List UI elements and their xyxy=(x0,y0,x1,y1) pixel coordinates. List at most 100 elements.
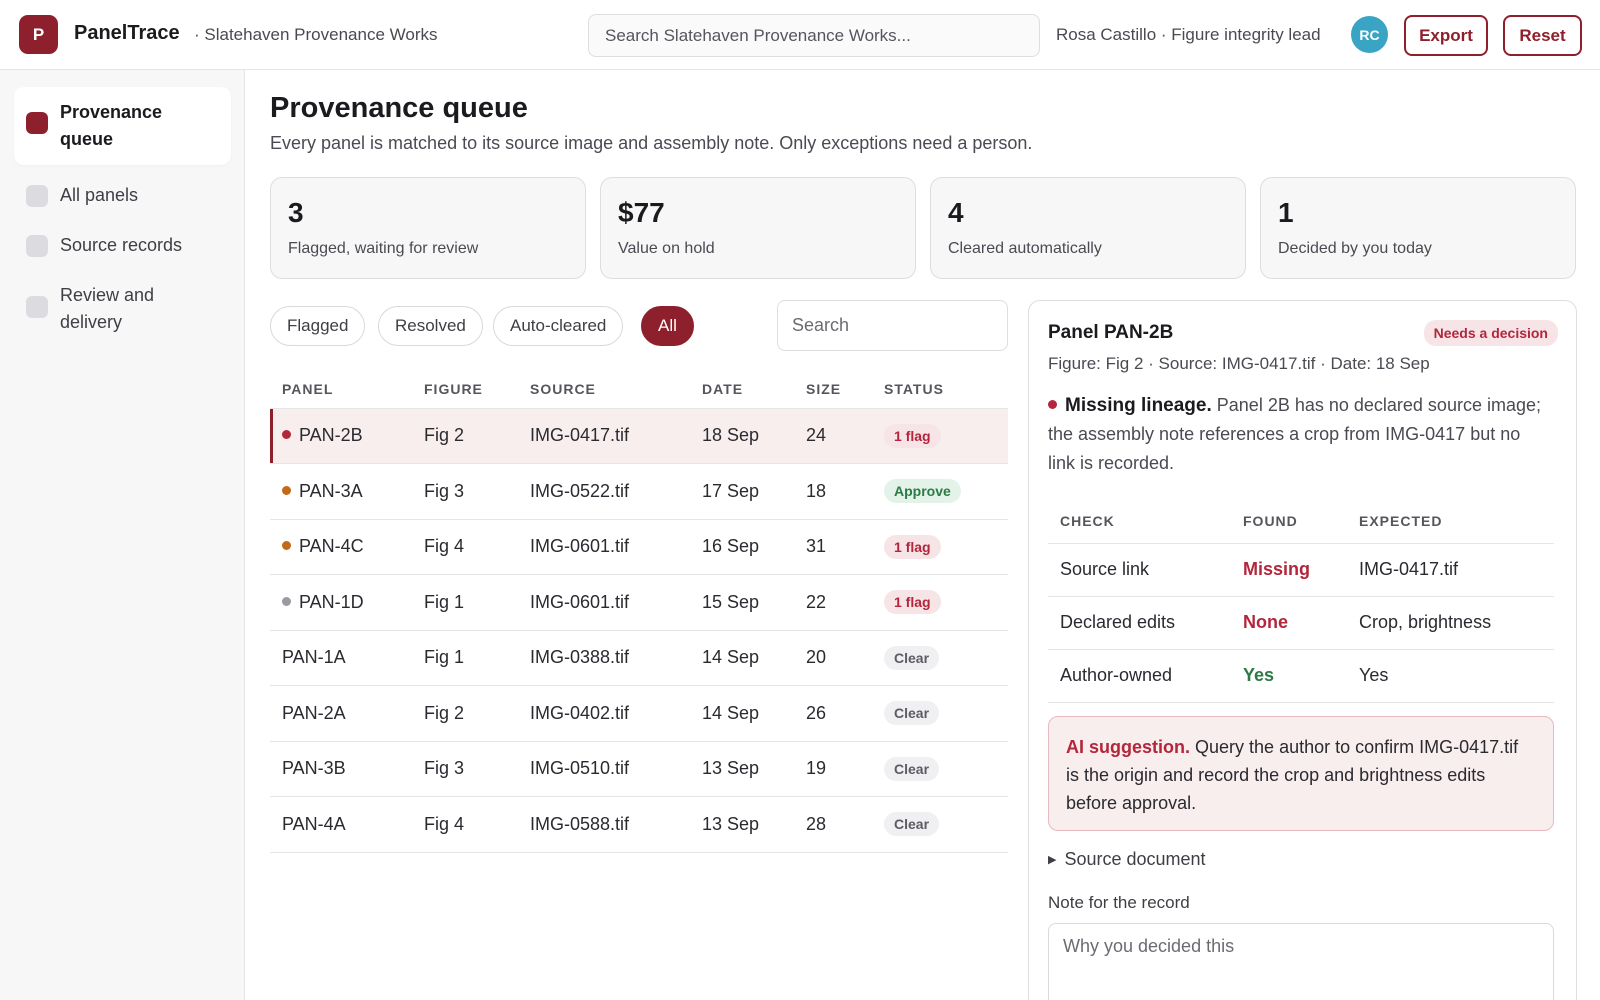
date-cell: 17 Sep xyxy=(690,463,794,520)
note-textarea[interactable] xyxy=(1048,923,1554,1000)
panel-id: PAN-1A xyxy=(270,630,412,686)
source-document-toggle[interactable]: ▶ Source document xyxy=(1048,849,1206,870)
status-dot-icon xyxy=(282,485,291,495)
col-header-found: FOUND xyxy=(1231,499,1347,544)
figure-cell: Fig 3 xyxy=(412,741,518,797)
page-subtitle: Every panel is matched to its source ima… xyxy=(270,133,1033,153)
table-row[interactable]: PAN-1A Fig 1 IMG-0388.tif 14 Sep 20 Clear xyxy=(270,630,1008,686)
table-row[interactable]: PAN-2A Fig 2 IMG-0402.tif 14 Sep 26 Clear xyxy=(270,685,1008,742)
size-cell: 19 xyxy=(794,741,872,797)
app-logo: P xyxy=(19,15,58,54)
detail-title: Panel PAN-2B xyxy=(1048,322,1174,343)
nav-square-icon xyxy=(26,185,48,207)
note-label: Note for the record xyxy=(1048,893,1190,912)
org-name: · Slatehaven Provenance Works xyxy=(194,25,438,44)
check-expected: Yes xyxy=(1347,649,1554,703)
sidebar-item-source-records[interactable]: Source records xyxy=(14,220,231,271)
status-badge: Approve xyxy=(884,479,961,504)
disclosure-triangle-icon: ▶ xyxy=(1048,854,1057,866)
app-name: PanelTrace xyxy=(74,22,180,44)
filter-resolved[interactable]: Resolved xyxy=(378,306,483,346)
status-cell: Clear xyxy=(872,685,1008,742)
status-cell: 1 flag xyxy=(872,408,1008,464)
detail-panel: Panel PAN-2B Needs a decision Figure: Fi… xyxy=(1028,300,1577,1000)
size-cell: 24 xyxy=(794,408,872,464)
col-header-panel[interactable]: PANEL xyxy=(270,370,412,409)
size-cell: 20 xyxy=(794,630,872,686)
user-name: Rosa Castillo · Figure integrity lead xyxy=(1056,25,1321,44)
stat-label: Cleared automatically xyxy=(948,240,1102,257)
sidebar-item-review-and-delivery[interactable]: Review and delivery xyxy=(14,270,204,348)
nav-square-icon xyxy=(26,235,48,257)
sidebar-item-all-panels[interactable]: All panels xyxy=(14,170,231,221)
figure-cell: Fig 1 xyxy=(412,574,518,631)
table-header-row: PANEL FIGURE SOURCE DATE SIZE STATUS xyxy=(270,370,1008,409)
panel-label: PAN-4A xyxy=(282,813,346,834)
status-cell: Clear xyxy=(872,741,1008,797)
col-header-source[interactable]: SOURCE xyxy=(518,370,690,409)
source-cell: IMG-0522.tif xyxy=(518,463,690,520)
figure-cell: Fig 4 xyxy=(412,796,518,853)
status-dot-icon xyxy=(282,541,291,550)
filter-all[interactable]: All xyxy=(641,306,694,346)
status-badge: Clear xyxy=(884,645,940,670)
detail-meta: Figure: Fig 2 · Source: IMG-0417.tif · D… xyxy=(1048,354,1430,373)
col-header-size[interactable]: SIZE xyxy=(794,370,872,409)
col-header-status[interactable]: STATUS xyxy=(872,370,1008,409)
status-cell: Clear xyxy=(872,796,1008,853)
col-header-date[interactable]: DATE xyxy=(690,370,794,409)
status-badge: Clear xyxy=(884,756,940,781)
check-found: None xyxy=(1231,596,1347,650)
date-cell: 14 Sep xyxy=(690,685,794,742)
status-dot-icon xyxy=(282,596,291,606)
col-header-figure[interactable]: FIGURE xyxy=(412,370,518,409)
date-cell: 13 Sep xyxy=(690,796,794,853)
col-header-check: CHECK xyxy=(1048,499,1231,544)
stat-label: Value on hold xyxy=(618,240,715,257)
table-row[interactable]: PAN-4C Fig 4 IMG-0601.tif 16 Sep 31 1 flag xyxy=(270,519,1008,575)
stat-label: Decided by you today xyxy=(1278,240,1432,257)
check-row: Declared edits None Crop, brightness xyxy=(1048,596,1554,650)
source-cell: IMG-0601.tif xyxy=(518,574,690,631)
panel-search-input[interactable] xyxy=(777,300,1008,351)
stat-card-flagged: 3 Flagged, waiting for review xyxy=(270,177,586,279)
table-row[interactable]: PAN-2B Fig 2 IMG-0417.tif 18 Sep 24 1 flag xyxy=(270,408,1008,464)
check-found: Yes xyxy=(1231,649,1347,703)
filter-auto-cleared[interactable]: Auto-cleared xyxy=(493,306,624,346)
check-name: Source link xyxy=(1048,543,1231,597)
avatar[interactable]: RC xyxy=(1351,16,1388,53)
reset-button[interactable]: Reset xyxy=(1503,15,1582,56)
status-badge: Clear xyxy=(884,701,940,726)
status-badge: 1 flag xyxy=(884,590,941,615)
date-cell: 16 Sep xyxy=(690,519,794,575)
table-row[interactable]: PAN-4A Fig 4 IMG-0588.tif 13 Sep 28 Clear xyxy=(270,796,1008,853)
panel-label: PAN-3B xyxy=(282,758,346,779)
source-cell: IMG-0417.tif xyxy=(518,408,690,464)
source-cell: IMG-0601.tif xyxy=(518,519,690,575)
status-cell: 1 flag xyxy=(872,519,1008,575)
table-row[interactable]: PAN-1D Fig 1 IMG-0601.tif 15 Sep 22 1 flag xyxy=(270,574,1008,631)
panel-label: PAN-2A xyxy=(282,702,346,723)
issue-title: Missing lineage. xyxy=(1065,395,1212,416)
sidebar-item-label: All panels xyxy=(60,185,139,205)
table-row[interactable]: PAN-3B Fig 3 IMG-0510.tif 13 Sep 19 Clear xyxy=(270,741,1008,797)
check-name: Declared edits xyxy=(1048,596,1231,650)
checks-header-row: CHECK FOUND EXPECTED xyxy=(1048,499,1554,544)
table-row[interactable]: PAN-3A Fig 3 IMG-0522.tif 17 Sep 18 Approve xyxy=(270,463,1008,520)
issue-dot-icon xyxy=(1048,399,1057,409)
check-found: Missing xyxy=(1231,543,1347,597)
col-header-expected: EXPECTED xyxy=(1347,499,1554,544)
status-badge: Clear xyxy=(884,812,940,837)
date-cell: 18 Sep xyxy=(690,408,794,464)
sidebar-item-provenance-queue[interactable]: Provenance queue xyxy=(14,87,231,165)
global-search-input[interactable] xyxy=(588,14,1040,57)
date-cell: 14 Sep xyxy=(690,630,794,686)
filter-flagged[interactable]: Flagged xyxy=(270,306,366,346)
figure-cell: Fig 1 xyxy=(412,630,518,686)
top-bar: P PanelTrace · Slatehaven Provenance Wor… xyxy=(0,0,1600,70)
export-button[interactable]: Export xyxy=(1404,15,1488,56)
panel-id: PAN-4C xyxy=(270,519,412,575)
date-cell: 15 Sep xyxy=(690,574,794,631)
panel-label: PAN-3A xyxy=(299,480,363,501)
stat-value: $77 xyxy=(618,197,665,228)
